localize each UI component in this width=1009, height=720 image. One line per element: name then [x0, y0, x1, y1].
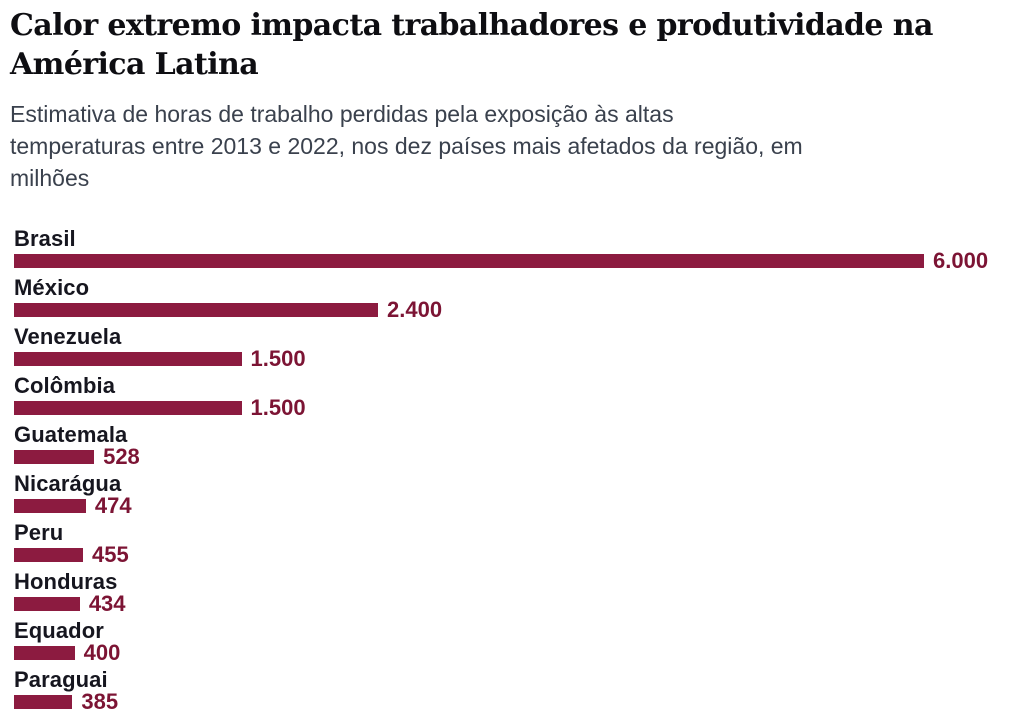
- bar-row: Peru 455: [14, 520, 999, 567]
- chart-title-line-1: Calor extremo impacta trabalhadores e pr…: [10, 8, 933, 43]
- value-label: 2.400: [387, 297, 443, 322]
- value-label: 1.500: [250, 395, 306, 420]
- value-label: 400: [83, 640, 121, 665]
- country-label: Honduras: [14, 569, 118, 594]
- country-label: Brasil: [14, 226, 76, 251]
- bar-line: 1.500: [14, 395, 999, 420]
- chart-subtitle-line-1: Estimativa de horas de trabalho perdidas…: [10, 101, 674, 127]
- bar-row: Equador 400: [14, 618, 999, 665]
- bar: [14, 597, 80, 611]
- bar-row: Honduras 434: [14, 569, 999, 616]
- bar: [14, 499, 86, 513]
- chart-subtitle: Estimativa de horas de trabalho perdidas…: [10, 98, 999, 194]
- bar: [14, 303, 378, 317]
- bar: [14, 401, 242, 415]
- chart-title: Calor extremo impacta trabalhadores e pr…: [10, 6, 999, 84]
- value-label: 385: [81, 689, 119, 714]
- country-label: Guatemala: [14, 422, 128, 447]
- value-label: 6.000: [933, 248, 989, 273]
- bar-line: 434: [14, 591, 999, 616]
- value-label: 434: [88, 591, 126, 616]
- country-label: Nicarágua: [14, 471, 122, 496]
- bar-chart: Brasil 6.000 México 2.400 Venezuela 1.50…: [10, 226, 999, 714]
- bar-line: 455: [14, 542, 999, 567]
- chart-subtitle-line-2: temperaturas entre 2013 e 2022, nos dez …: [10, 133, 803, 159]
- chart-title-line-2: América Latina: [10, 47, 259, 82]
- chart-subtitle-line-3: milhões: [10, 165, 90, 191]
- value-label: 528: [103, 444, 140, 469]
- country-label: Peru: [14, 520, 64, 545]
- bar-line: 2.400: [14, 297, 999, 322]
- bar-row: Nicarágua 474: [14, 471, 999, 518]
- bar-line: 400: [14, 640, 999, 665]
- value-label: 1.500: [250, 346, 306, 371]
- country-label: Paraguai: [14, 667, 108, 692]
- bar: [14, 695, 73, 709]
- bar: [14, 646, 75, 660]
- value-label: 455: [92, 542, 129, 567]
- bar-line: 6.000: [14, 248, 999, 273]
- bar-line: 1.500: [14, 346, 999, 371]
- country-label: México: [14, 275, 90, 300]
- bar-row: Paraguai 385: [14, 667, 999, 714]
- bar-row: Brasil 6.000: [14, 226, 999, 273]
- country-label: Equador: [14, 618, 104, 643]
- bar-row: Venezuela 1.500: [14, 324, 999, 371]
- bar-line: 474: [14, 493, 999, 518]
- bar-line: 528: [14, 444, 999, 469]
- bar: [14, 352, 242, 366]
- country-label: Venezuela: [14, 324, 122, 349]
- bar: [14, 254, 924, 268]
- bar-row: Colômbia 1.500: [14, 373, 999, 420]
- bar-row: Guatemala 528: [14, 422, 999, 469]
- bar: [14, 548, 83, 562]
- bar: [14, 450, 95, 464]
- bar-line: 385: [14, 689, 999, 714]
- bar-row: México 2.400: [14, 275, 999, 322]
- country-label: Colômbia: [14, 373, 116, 398]
- value-label: 474: [94, 493, 132, 518]
